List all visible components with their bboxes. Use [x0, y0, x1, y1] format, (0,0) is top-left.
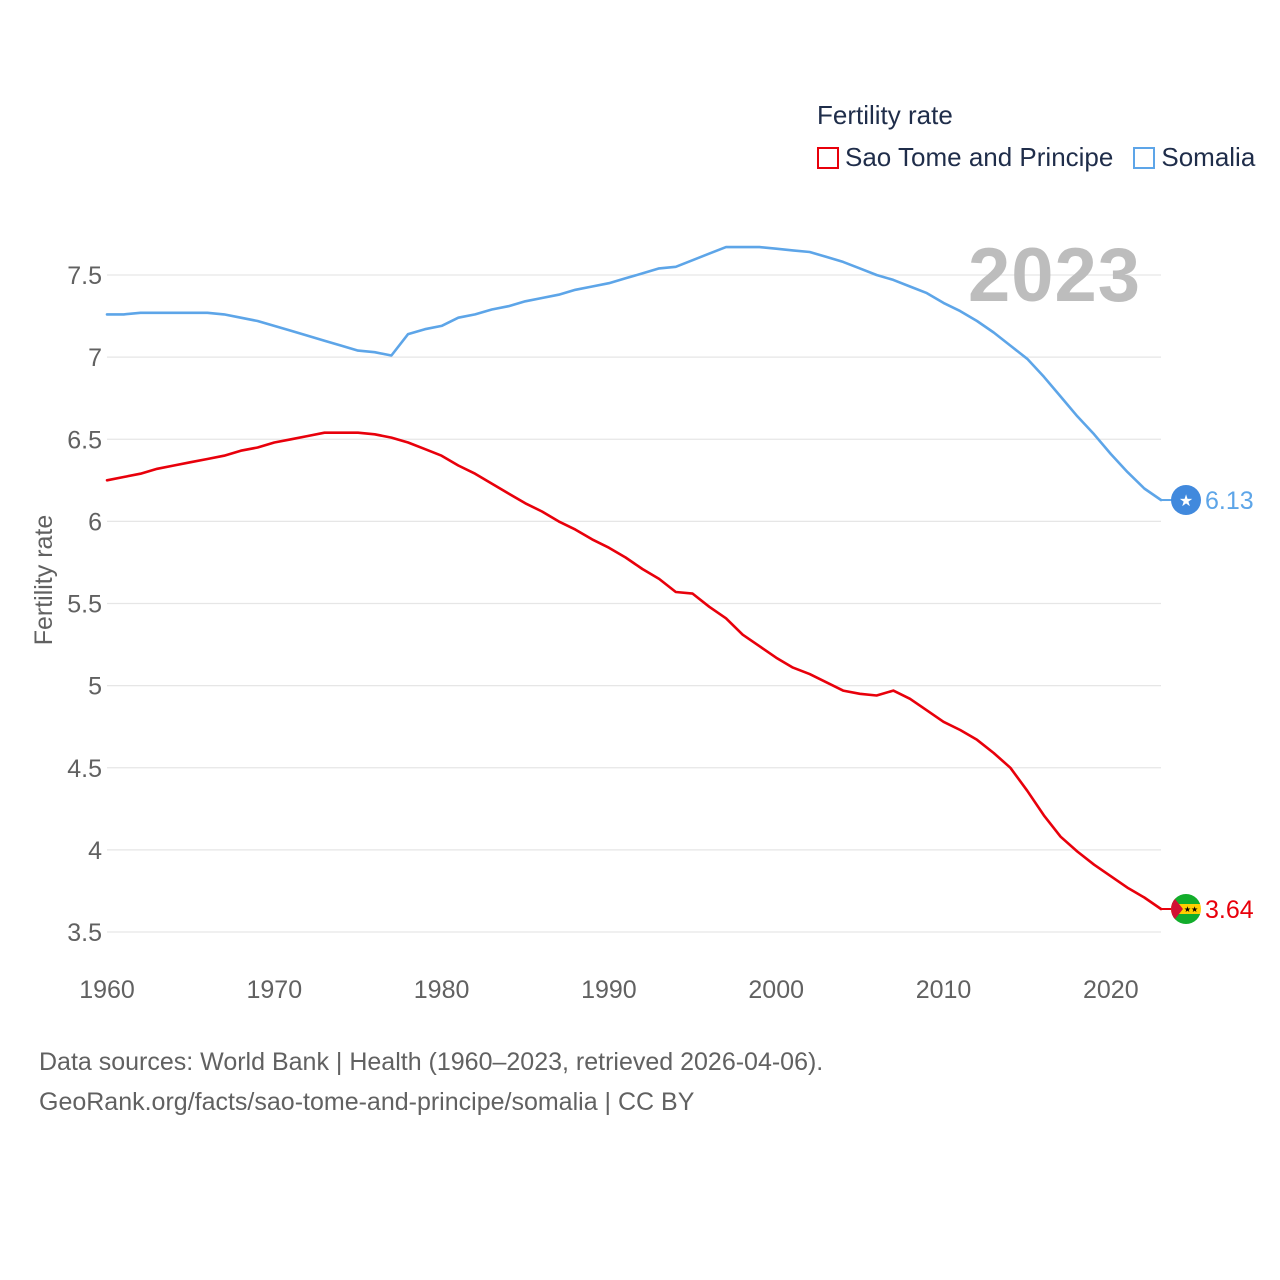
year-watermark: 2023	[968, 233, 1142, 318]
footer-url[interactable]: GeoRank.org/facts/sao-tome-and-principe/…	[39, 1088, 695, 1116]
legend-item-somalia[interactable]: Somalia	[1133, 142, 1255, 173]
svg-text:★: ★	[1179, 493, 1193, 510]
y-tick-label: 4.5	[67, 755, 102, 783]
series-line-sao-tome	[105, 431, 1163, 911]
x-axis-ticks: 1960 1970 1980 1990 2000 2010 2020	[79, 976, 1138, 1004]
legend-title: Fertility rate	[817, 100, 953, 130]
x-tick-label: 2010	[916, 976, 972, 1004]
svg-text:★★: ★★	[1184, 905, 1198, 914]
y-tick-label: 5.5	[67, 591, 102, 619]
y-tick-label: 7	[88, 344, 102, 372]
x-tick-label: 2020	[1083, 976, 1139, 1004]
legend-label-somalia: Somalia	[1161, 142, 1256, 172]
y-axis-ticks: 3.5 4 4.5 5 5.5 6 6.5 7 7.5	[67, 262, 102, 947]
legend: Sao Tome and Principe Somalia	[817, 142, 1275, 173]
series-lines	[105, 245, 1163, 911]
end-markers: ★★ 3.64 ★ 6.13	[1161, 485, 1254, 925]
series-line-somalia	[105, 245, 1163, 502]
legend-item-sao-tome[interactable]: Sao Tome and Principe	[817, 142, 1113, 173]
x-tick-label: 2000	[748, 976, 804, 1004]
y-tick-label: 4	[88, 837, 102, 865]
sao-tome-flag-icon: ★★	[1171, 894, 1201, 925]
y-tick-label: 5	[88, 673, 102, 701]
x-tick-label: 1960	[79, 976, 135, 1004]
y-axis-label: Fertility rate	[30, 515, 58, 646]
somalia-flag-icon: ★	[1171, 485, 1201, 516]
legend-label-sao-tome: Sao Tome and Principe	[845, 142, 1114, 172]
x-tick-label: 1990	[581, 976, 637, 1004]
end-value-label: 3.64	[1205, 896, 1254, 924]
footer: Data sources: World Bank | Health (1960–…	[39, 1042, 823, 1122]
legend-swatch-somalia	[1133, 146, 1156, 169]
x-tick-label: 1970	[246, 976, 302, 1004]
footer-sources: Data sources: World Bank | Health (1960–…	[39, 1048, 824, 1076]
x-tick-label: 1980	[414, 976, 470, 1004]
end-value-label: 6.13	[1205, 487, 1254, 515]
y-tick-label: 6.5	[67, 426, 102, 454]
legend-swatch-sao-tome	[817, 146, 839, 169]
y-tick-label: 3.5	[67, 919, 102, 947]
y-tick-label: 6	[88, 508, 102, 536]
y-tick-label: 7.5	[67, 262, 102, 290]
gridlines	[107, 274, 1161, 933]
